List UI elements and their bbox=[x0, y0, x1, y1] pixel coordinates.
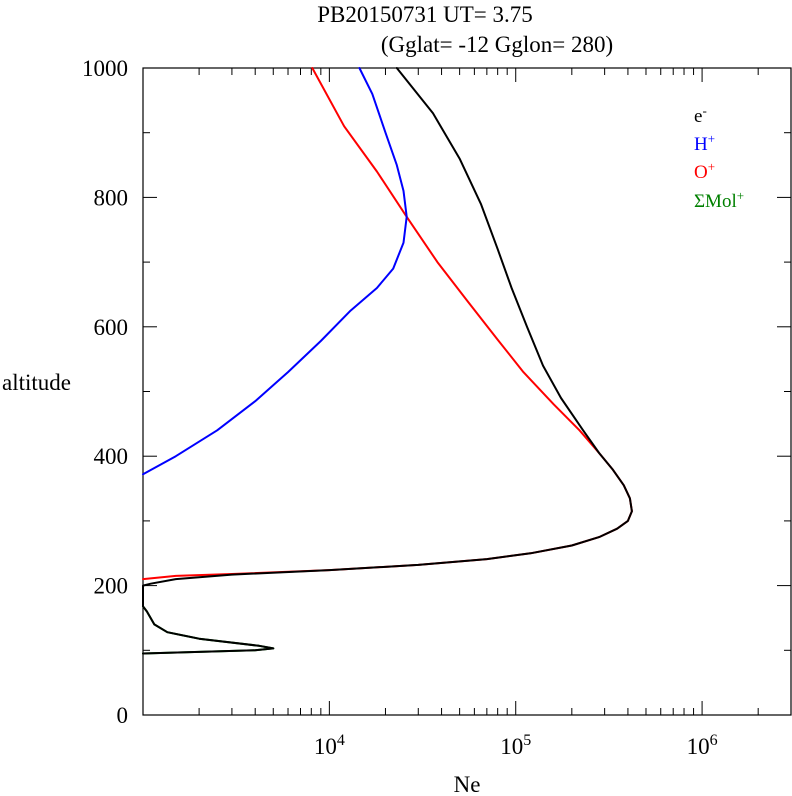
legend-entry: e- bbox=[694, 103, 707, 127]
x-tick-labels: 104 105 106 bbox=[314, 732, 718, 759]
series-line-e bbox=[142, 67, 633, 655]
x-axis-label: Ne bbox=[454, 772, 481, 796]
y-tick-label: 600 bbox=[94, 315, 129, 340]
series-line-h bbox=[142, 67, 408, 476]
y-axis-label: altitude bbox=[2, 370, 71, 395]
chart-title-line2: (Gglat= -12 Gglon= 280) bbox=[381, 32, 613, 57]
legend-entry: ΣMol+ bbox=[694, 188, 744, 212]
y-tick-label: 400 bbox=[94, 444, 129, 469]
y-tick-label: 0 bbox=[117, 703, 129, 728]
legend-entry: H+ bbox=[694, 131, 715, 155]
y-tick-label: 1000 bbox=[82, 56, 128, 81]
y-tick-label: 800 bbox=[94, 185, 129, 210]
x-tick-label: 105 bbox=[500, 732, 531, 759]
series-lines bbox=[142, 67, 633, 655]
series-line-o bbox=[142, 67, 633, 581]
chart-title-line1: PB20150731 UT= 3.75 bbox=[317, 2, 533, 27]
axis-ticks bbox=[142, 67, 792, 716]
x-tick-label: 106 bbox=[687, 732, 718, 759]
legend-entry: O+ bbox=[694, 159, 715, 183]
y-tick-labels: 0 200 400 600 800 1000 bbox=[82, 56, 128, 728]
legend: e- H+ O+ ΣMol+ bbox=[694, 103, 744, 212]
x-tick-label: 104 bbox=[314, 732, 345, 759]
y-tick-label: 200 bbox=[94, 574, 129, 599]
